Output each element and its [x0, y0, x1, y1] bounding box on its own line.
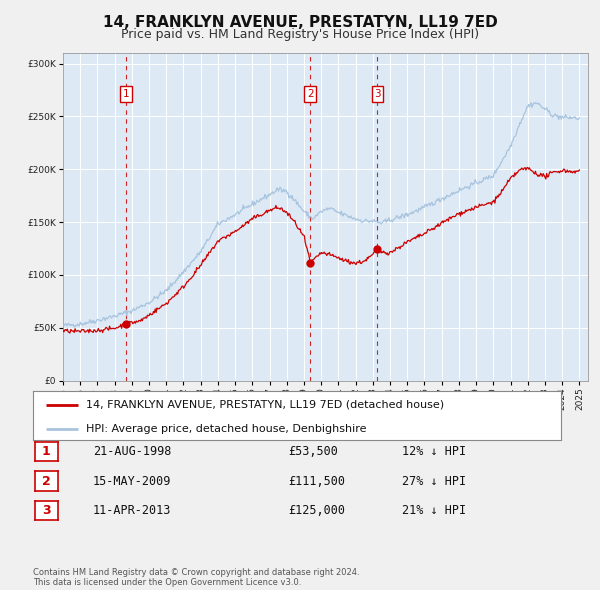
Text: 14, FRANKLYN AVENUE, PRESTATYN, LL19 7ED (detached house): 14, FRANKLYN AVENUE, PRESTATYN, LL19 7ED… [86, 399, 444, 409]
Text: £53,500: £53,500 [288, 445, 338, 458]
Text: 15-MAY-2009: 15-MAY-2009 [93, 474, 172, 488]
Text: 21-AUG-1998: 21-AUG-1998 [93, 445, 172, 458]
Text: 27% ↓ HPI: 27% ↓ HPI [402, 474, 466, 488]
Text: £125,000: £125,000 [288, 504, 345, 517]
Text: Price paid vs. HM Land Registry's House Price Index (HPI): Price paid vs. HM Land Registry's House … [121, 28, 479, 41]
Text: Contains HM Land Registry data © Crown copyright and database right 2024.
This d: Contains HM Land Registry data © Crown c… [33, 568, 359, 587]
Text: 14, FRANKLYN AVENUE, PRESTATYN, LL19 7ED: 14, FRANKLYN AVENUE, PRESTATYN, LL19 7ED [103, 15, 497, 30]
Text: 2: 2 [307, 89, 314, 99]
Text: 3: 3 [42, 504, 50, 517]
Text: £111,500: £111,500 [288, 474, 345, 488]
Text: 3: 3 [374, 89, 381, 99]
Text: HPI: Average price, detached house, Denbighshire: HPI: Average price, detached house, Denb… [86, 424, 366, 434]
Text: 12% ↓ HPI: 12% ↓ HPI [402, 445, 466, 458]
Text: 1: 1 [42, 445, 50, 458]
Text: 2: 2 [42, 474, 50, 488]
Text: 21% ↓ HPI: 21% ↓ HPI [402, 504, 466, 517]
Text: 11-APR-2013: 11-APR-2013 [93, 504, 172, 517]
Text: 1: 1 [122, 89, 129, 99]
